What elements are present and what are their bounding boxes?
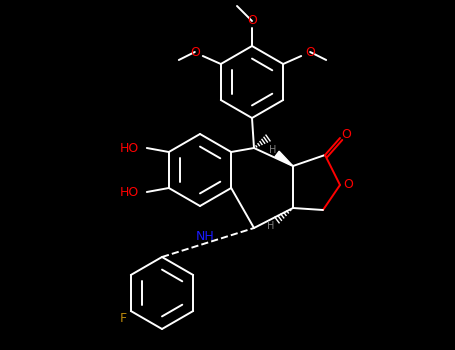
- Text: HO: HO: [120, 186, 139, 198]
- Text: O: O: [341, 127, 351, 140]
- Text: O: O: [190, 46, 200, 58]
- Text: H: H: [268, 221, 275, 231]
- Text: HO: HO: [120, 141, 139, 154]
- Text: F: F: [119, 313, 126, 326]
- Polygon shape: [275, 151, 293, 166]
- Text: O: O: [305, 46, 315, 58]
- Text: O: O: [343, 178, 353, 191]
- Text: O: O: [247, 14, 257, 28]
- Text: H: H: [269, 145, 277, 155]
- Text: NH: NH: [196, 230, 214, 243]
